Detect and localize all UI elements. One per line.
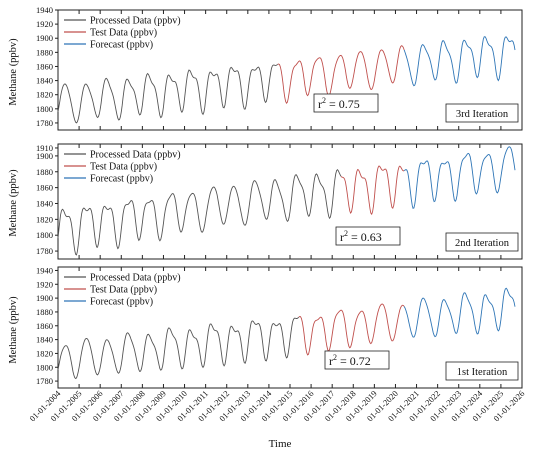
x-axis-label: Time xyxy=(269,438,292,449)
r-squared-label: r2 = 0.75 xyxy=(318,96,360,111)
iteration-badge xyxy=(445,103,519,123)
chart-panel-1: 1780 1800 1820 1840 1860 1880 1900 1920 1940 Proc… xyxy=(36,5,523,131)
forecast-line xyxy=(403,146,516,209)
y-tick-label: 1780 xyxy=(36,118,53,128)
y-tick-label: 1900 xyxy=(36,151,53,161)
y-tick-label: 1800 xyxy=(36,362,53,372)
y-tick-label: 1860 xyxy=(36,183,53,193)
y-axis-label: Methane (ppbv) xyxy=(8,169,19,237)
iteration-badge-label: 2nd Iteration xyxy=(455,238,510,249)
chart-panel-3: 1780 1800 1820 1840 1860 1880 1900 1920 1940 Proc… xyxy=(36,265,523,389)
y-tick-label: 1880 xyxy=(36,167,53,177)
y-tick-label: 1900 xyxy=(36,293,53,303)
r-squared-box xyxy=(324,350,390,370)
iteration-badge xyxy=(445,361,519,381)
y-tick-label: 1860 xyxy=(36,321,53,331)
y-tick-label: 1840 xyxy=(36,335,53,345)
r-squared-box xyxy=(313,93,379,113)
processed-data-line xyxy=(57,316,300,380)
y-tick-label: 1820 xyxy=(36,214,53,224)
y-axis-label: Methane (ppbv) xyxy=(8,38,19,106)
y-tick-label: 1820 xyxy=(36,348,53,358)
y-tick-label: 1920 xyxy=(36,19,53,29)
legend-forecast-label: Forecast (ppbv) xyxy=(90,174,153,185)
forecast-line xyxy=(403,36,516,87)
test-data-line xyxy=(298,303,405,356)
y-tick-label: 1820 xyxy=(36,90,53,100)
legend-forecast-label: Forecast (ppbv) xyxy=(90,40,153,51)
y-tick-label: 1940 xyxy=(36,265,53,275)
y-tick-label: 1880 xyxy=(36,47,53,57)
forecast-line xyxy=(403,287,516,338)
legend-processed-data-label: Processed Data (ppbv) xyxy=(90,16,181,27)
processed-data-line xyxy=(57,63,278,124)
iteration-badge xyxy=(445,232,519,252)
legend-test-data-label: Test Data (ppbv) xyxy=(90,162,157,173)
processed-data-line xyxy=(57,169,342,256)
y-tick-label: 1860 xyxy=(36,61,53,71)
iteration-badge-label: 1st Iteration xyxy=(457,367,508,378)
y-tick-label: 1880 xyxy=(36,307,53,317)
legend-test-data-label: Test Data (ppbv) xyxy=(90,285,157,296)
r-squared-label: r2 = 0.72 xyxy=(329,353,371,368)
y-tick-label: 1840 xyxy=(36,76,53,86)
y-tick-label: 1780 xyxy=(36,376,53,386)
r-squared-label: r2 = 0.63 xyxy=(340,229,382,244)
test-data-line xyxy=(277,45,405,105)
y-tick-label: 1920 xyxy=(36,279,53,289)
y-tick-label: 1940 xyxy=(36,5,53,15)
y-tick-label: 1840 xyxy=(36,198,53,208)
iteration-badge-label: 3rd Iteration xyxy=(456,109,509,120)
y-axis-label: Methane (ppbv) xyxy=(8,296,19,364)
legend-processed-data-label: Processed Data (ppbv) xyxy=(90,273,181,284)
y-tick-label: 1800 xyxy=(36,230,53,240)
legend-forecast-label: Forecast (ppbv) xyxy=(90,297,153,308)
test-data-line xyxy=(340,165,405,216)
y-tick-label: 1800 xyxy=(36,104,53,114)
y-tick-label: 1900 xyxy=(36,33,53,43)
r-squared-box xyxy=(335,226,401,246)
y-tick-label: 1910 xyxy=(36,143,53,153)
legend-processed-data-label: Processed Data (ppbv) xyxy=(90,150,181,161)
legend-test-data-label: Test Data (ppbv) xyxy=(90,28,157,39)
y-tick-label: 1780 xyxy=(36,246,53,256)
